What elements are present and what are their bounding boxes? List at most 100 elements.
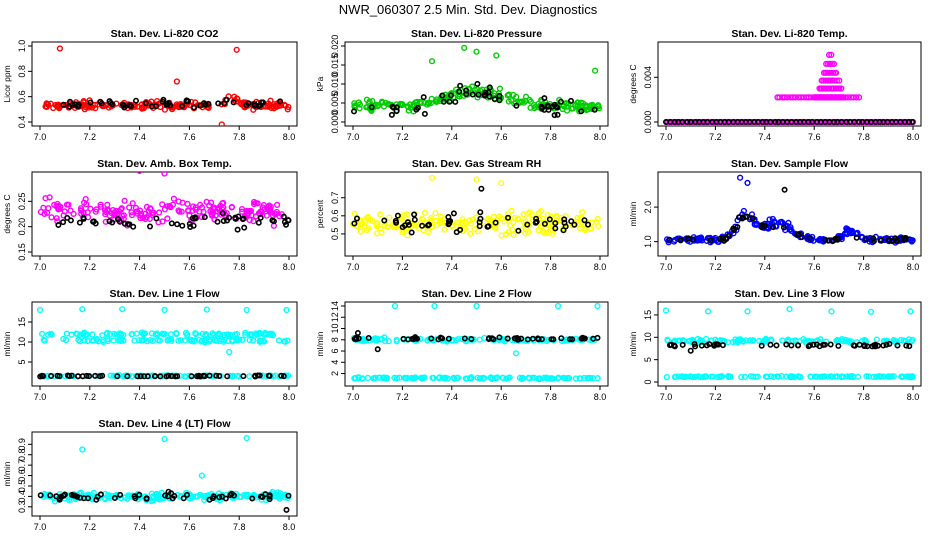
data-point <box>477 375 484 382</box>
y-tick-label: 0.6 <box>17 90 27 103</box>
data-point <box>505 98 512 105</box>
data-point <box>397 213 405 220</box>
series-reference <box>351 329 601 353</box>
data-point <box>878 237 885 244</box>
data-point <box>216 494 223 501</box>
data-point <box>245 491 252 499</box>
x-tick-label: 7.0 <box>660 262 673 272</box>
data-point <box>493 375 500 382</box>
data-point <box>568 218 575 225</box>
data-point <box>822 236 829 243</box>
data-point <box>73 330 80 337</box>
x-tick-label: 7.6 <box>183 522 196 532</box>
data-point <box>418 215 426 223</box>
data-point <box>246 336 253 344</box>
data-point <box>557 98 564 105</box>
x-tick-label: 7.6 <box>183 132 196 142</box>
data-point <box>520 211 527 218</box>
data-point <box>666 236 673 243</box>
data-point <box>246 217 253 224</box>
data-point <box>697 339 705 346</box>
data-point <box>496 337 503 344</box>
data-point <box>499 374 507 382</box>
data-point <box>188 373 195 380</box>
y-axis-label: ml/min <box>315 331 325 356</box>
data-point <box>870 235 877 242</box>
data-point <box>41 337 48 344</box>
x-tick-label: 7.6 <box>495 132 508 142</box>
data-point <box>277 98 284 105</box>
x-axis: 7.0 7.2 7.4 7.6 7.8 8.0 <box>34 386 295 402</box>
data-point <box>132 495 139 502</box>
data-point <box>836 77 843 84</box>
data-point <box>594 215 601 223</box>
data-point <box>836 85 843 92</box>
data-point <box>225 331 232 338</box>
data-point <box>42 195 49 202</box>
data-point <box>186 491 193 498</box>
data-point <box>121 104 128 111</box>
data-point <box>863 373 870 380</box>
x-tick-label: 7.0 <box>34 522 47 532</box>
data-point <box>740 207 748 215</box>
data-point <box>524 221 531 228</box>
data-point <box>560 103 568 110</box>
data-point <box>558 335 565 342</box>
data-point <box>467 375 475 382</box>
data-point <box>165 336 173 343</box>
data-point <box>833 77 841 84</box>
data-point <box>825 373 832 380</box>
data-point <box>847 373 854 381</box>
data-point <box>783 341 790 348</box>
data-point <box>865 373 872 380</box>
data-point <box>285 103 292 111</box>
x-tick-label: 7.8 <box>233 392 246 402</box>
data-point <box>177 337 185 344</box>
data-point <box>192 215 199 222</box>
series-reference <box>37 372 287 380</box>
y-tick-label: 0.7 <box>330 191 340 204</box>
data-point <box>692 343 699 350</box>
data-point <box>393 338 400 345</box>
data-point <box>873 336 880 343</box>
data-point <box>180 495 187 502</box>
data-point <box>159 372 166 379</box>
y-axis: 1.0 2.0 <box>643 201 658 248</box>
data-point <box>56 495 63 502</box>
series-reference <box>666 186 909 245</box>
data-point <box>563 103 570 110</box>
data-point <box>829 373 836 380</box>
data-point <box>224 373 231 380</box>
y-tick-label: 0.9 <box>17 438 27 451</box>
data-point <box>54 372 61 379</box>
data-point <box>551 112 558 119</box>
data-point <box>371 374 378 382</box>
data-point <box>128 331 135 338</box>
data-point <box>462 338 469 345</box>
x-tick-label: 7.2 <box>709 392 722 402</box>
point-layer <box>663 51 917 126</box>
x-tick-label: 7.2 <box>396 392 409 402</box>
data-point <box>450 374 457 381</box>
data-point <box>89 492 96 499</box>
data-point <box>435 336 442 343</box>
data-point <box>578 108 585 115</box>
x-tick-label: 7.2 <box>84 132 97 142</box>
data-point <box>463 91 470 98</box>
data-point <box>234 226 241 233</box>
data-point <box>464 375 471 382</box>
data-point <box>364 374 372 382</box>
series-reference <box>350 80 598 119</box>
data-point <box>280 373 287 380</box>
data-point <box>590 375 597 382</box>
data-point <box>68 331 75 338</box>
data-point <box>184 200 191 208</box>
data-point <box>544 102 551 109</box>
data-point <box>909 237 916 244</box>
y-tick-label: 0.6 <box>330 210 340 223</box>
data-point <box>111 494 118 501</box>
data-point <box>201 100 208 107</box>
data-point <box>535 100 542 107</box>
data-point <box>154 331 161 338</box>
data-point <box>503 375 510 382</box>
